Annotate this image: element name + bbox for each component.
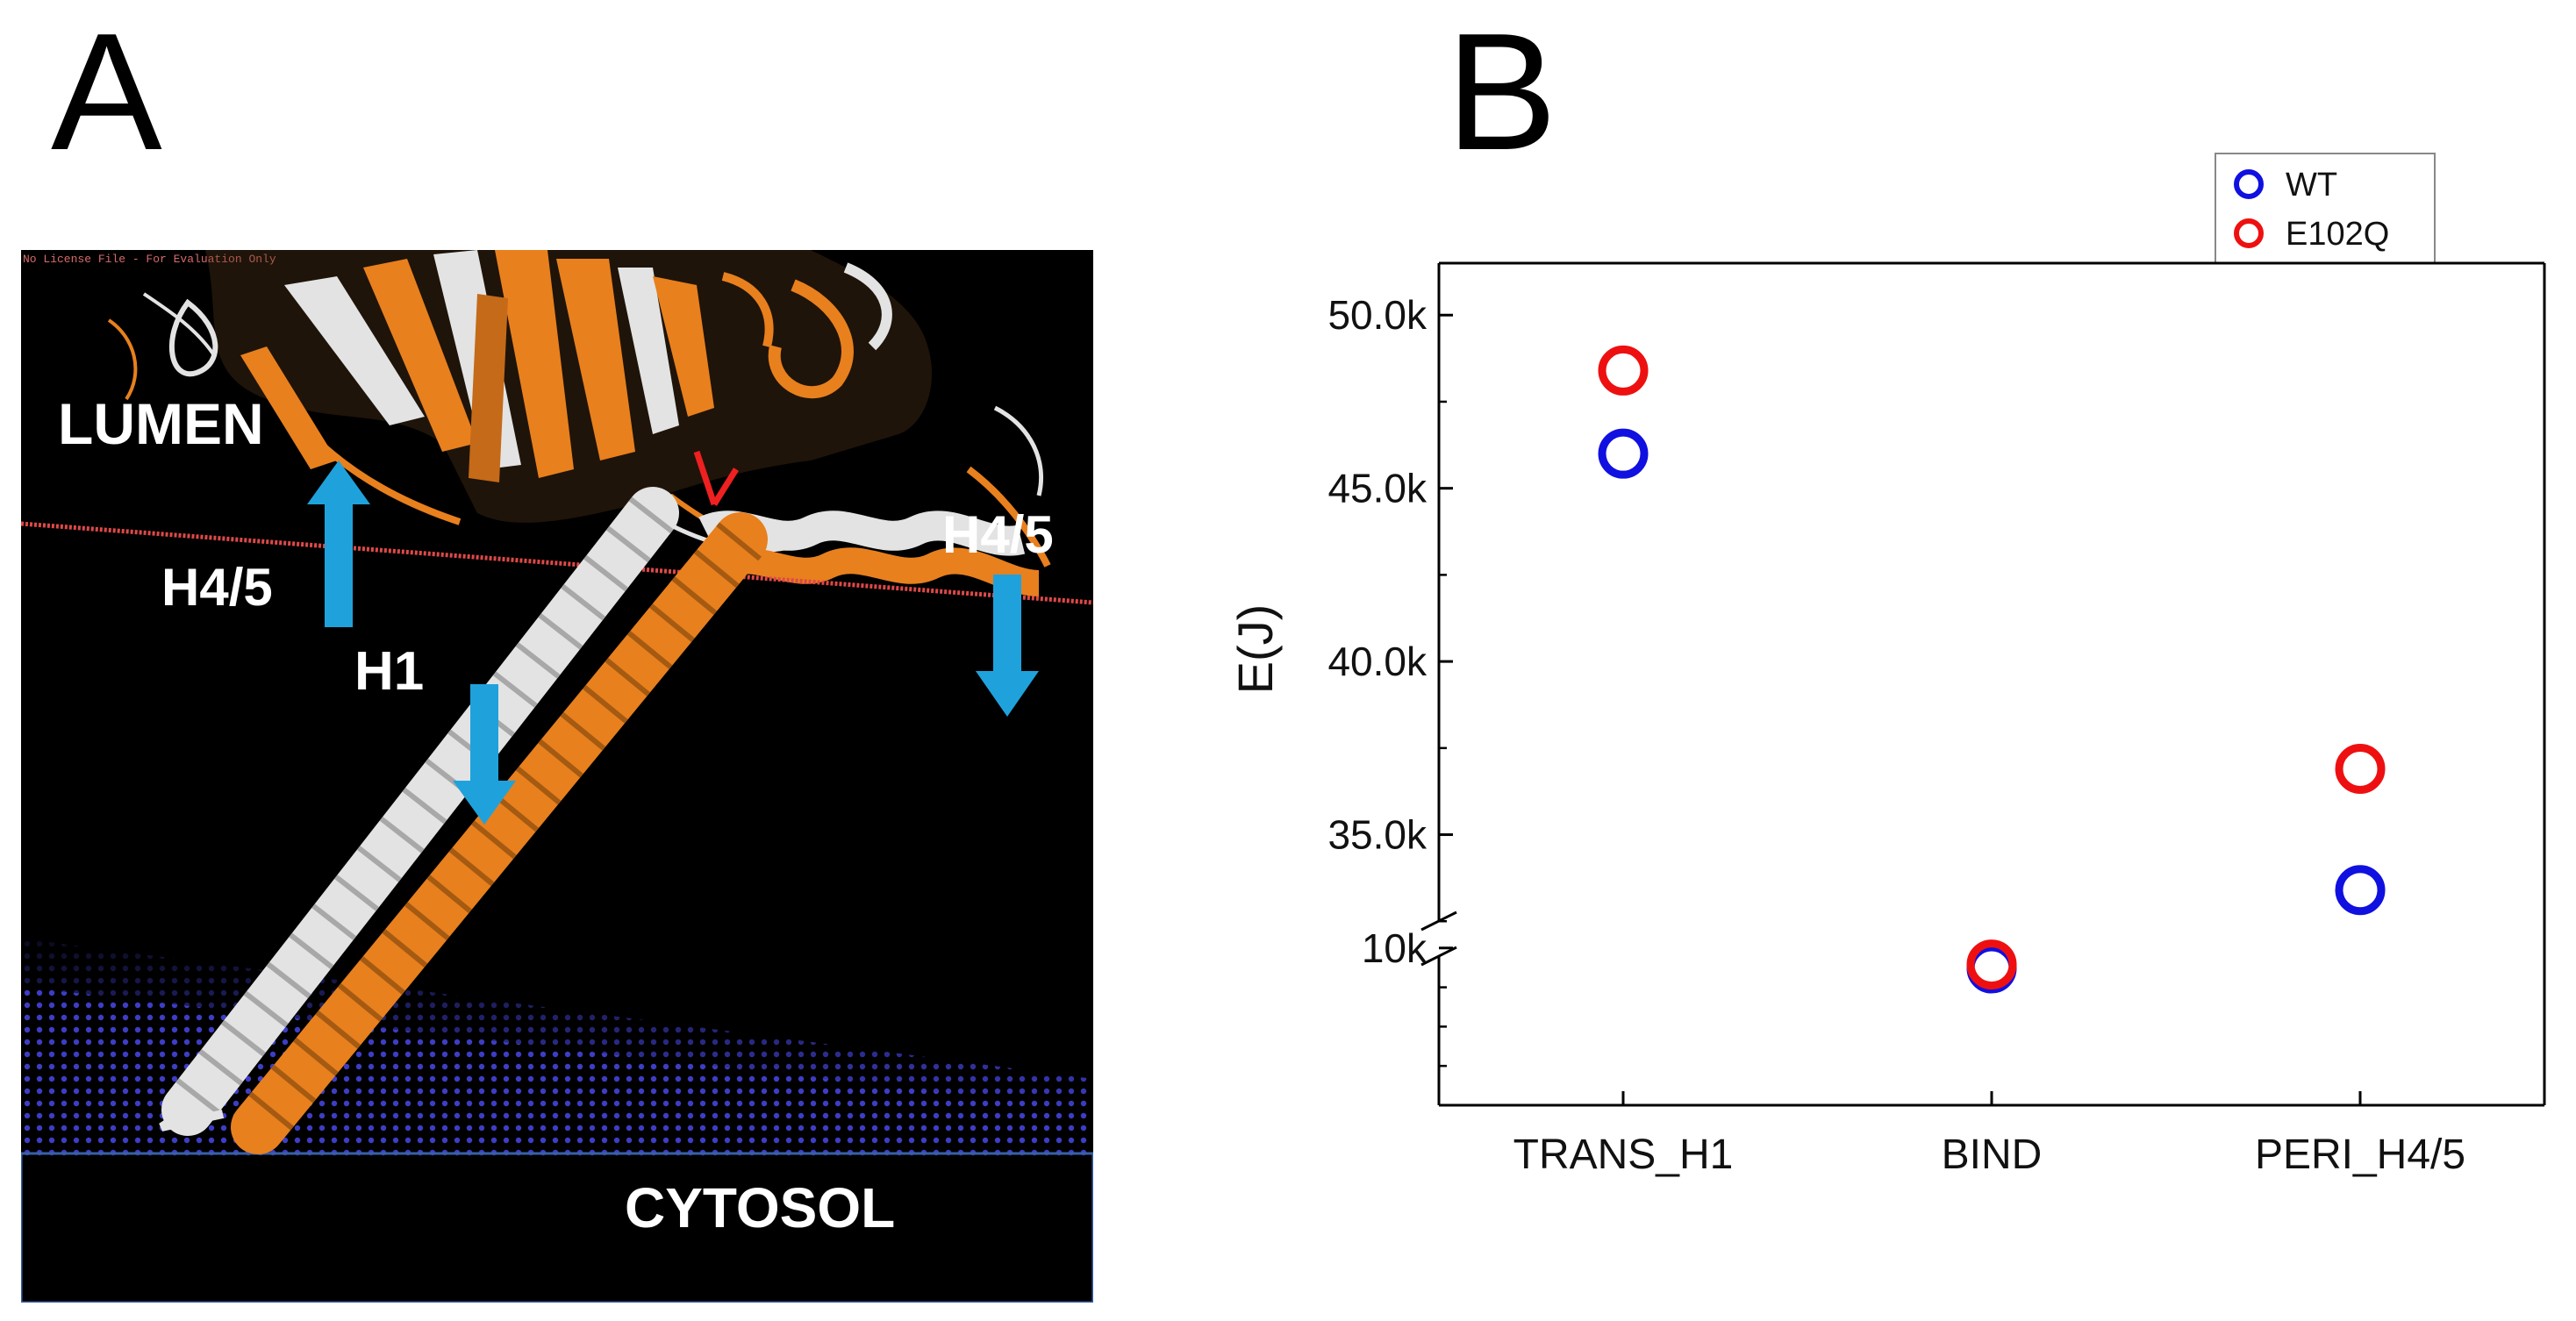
legend-label: E102Q [2286,216,2389,253]
data-point-e102q [2335,744,2386,795]
cytosol-label: CYTOSOL [625,1176,896,1239]
y-axis-label: E(J) [1227,604,1283,695]
data-point-e102q [1966,939,2017,990]
helix-h1-transmembrane [159,487,768,1154]
lumen-membrane-line [21,521,1093,605]
data-point-wt [2335,865,2386,916]
legend-marker [2234,218,2264,248]
h45-left-label: H4/5 [161,558,273,617]
y-tick-label: 40.0k [1327,639,1428,684]
h1-label: H1 [354,641,425,702]
protein-globular-domain [107,250,1051,568]
energy-scatter-panel: WT E102Q 35.0k 40.0k 45.0k 50.0k 10k E(J) TRANS… [1211,140,2576,1321]
axis-break-mark [1420,946,1457,967]
y-tick-label: 50.0k [1327,292,1428,338]
data-point-wt [1598,428,1649,479]
h45-right-label: H4/5 [942,505,1054,564]
lumen-label: LUMEN [58,391,264,456]
h45-right-down-arrow [976,575,1039,717]
y-tick-label: 45.0k [1327,466,1428,511]
h45-left-up-arrow [307,461,370,627]
cytosol-region [21,1158,1093,1303]
x-tick-label: TRANS_H1 [1513,1132,1734,1178]
x-tick-label: PERI_H4/5 [2255,1132,2465,1178]
energy-scatter-chart: WT E102Q 35.0k 40.0k 45.0k 50.0k 10k E(J) TRANS… [1227,153,2546,1178]
h1-down-arrow [453,684,516,825]
y-tick-label: 35.0k [1327,812,1428,858]
chart-axes: 35.0k 40.0k 45.0k 50.0k 10k E(J) TRANS_H1 BIND P… [1227,261,2546,1178]
legend-label: WT [2286,167,2337,204]
chart-marks [1598,345,2386,994]
y-tick-label: 10k [1362,925,1428,971]
watermark-text: No License File - For Evaluation Only [23,253,276,266]
structure-illustration: No License File - For Evaluation Only [21,250,1093,1303]
data-point-e102q [1598,345,1649,396]
chart-legend: WT E102Q [2215,153,2436,264]
legend-marker [2234,169,2264,199]
panel-a-letter: A [51,0,162,185]
panel-b-letter: B [1446,0,1557,185]
cytosol-border [21,1152,1093,1303]
structure-render-panel: No License File - For Evaluation Only [21,250,1093,1303]
x-tick-label: BIND [1942,1132,2043,1178]
